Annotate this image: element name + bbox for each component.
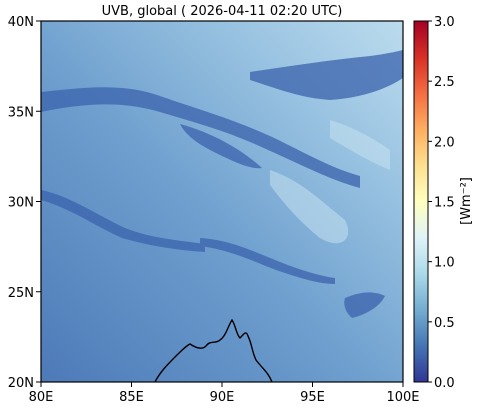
lon-tick-label: 85E — [119, 390, 144, 405]
lat-tick-label: 30N — [8, 196, 34, 211]
map-panel — [41, 21, 403, 382]
map-title: UVB, global ( 2026-04-11 02:20 UTC) — [102, 4, 343, 19]
coastline — [154, 318, 273, 382]
colorbar-tick-label: 2.0 — [434, 135, 455, 150]
cloud-bands — [41, 50, 403, 318]
colorbar-tick-label: 3.0 — [434, 15, 455, 30]
lat-axis: 20N 25N 30N 35N 40N — [8, 15, 41, 391]
lon-tick-label: 100E — [386, 390, 419, 405]
lon-tick-label: 80E — [29, 390, 54, 405]
colorbar-tick-label: 0.5 — [434, 316, 455, 331]
colorbar-tick-label: 1.5 — [434, 196, 455, 211]
colorbar-label: [Wm⁻²] — [459, 177, 474, 225]
lon-tick-label: 90E — [210, 390, 235, 405]
lat-tick-label: 40N — [8, 15, 34, 30]
bright-patches — [270, 120, 390, 244]
lat-tick-label: 20N — [8, 376, 34, 391]
colorbar-tick-label: 2.5 — [434, 75, 455, 90]
lat-tick-label: 25N — [8, 286, 34, 301]
colorbar-tick-label: 0.0 — [434, 376, 455, 391]
lon-axis: 80E 85E 90E 95E 100E — [29, 382, 420, 405]
lat-tick-label: 35N — [8, 105, 34, 120]
colorbar-tick-label: 1.0 — [434, 256, 455, 271]
lon-tick-label: 95E — [300, 390, 325, 405]
colorbar-axis: 0.0 0.5 1.0 1.5 2.0 2.5 3.0 — [428, 15, 455, 391]
colorbar — [413, 20, 429, 383]
